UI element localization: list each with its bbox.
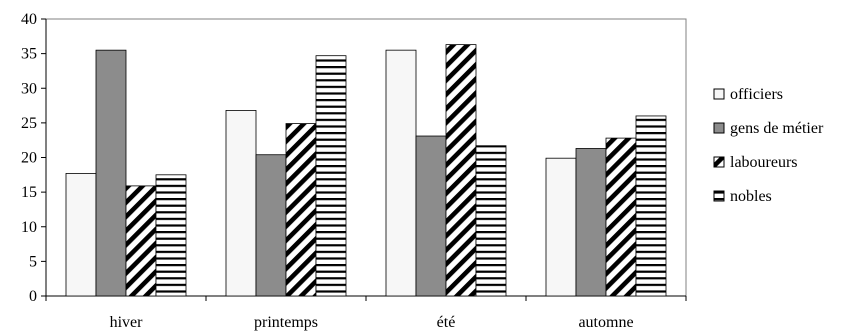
legend-swatch <box>713 122 725 134</box>
bar-automne-gens de métier <box>575 148 607 297</box>
bar-printemps-gens de métier <box>255 154 287 297</box>
bar-automne-nobles <box>635 115 667 297</box>
legend-swatch <box>713 190 725 202</box>
y-tick-label: 25 <box>21 115 37 132</box>
category-label: printemps <box>254 314 318 331</box>
category-label: hiver <box>110 314 144 331</box>
bar-été-nobles <box>475 145 507 297</box>
y-tick-label: 5 <box>29 253 37 270</box>
legend-label: nobles <box>730 188 772 205</box>
y-tick-label: 40 <box>21 11 37 28</box>
bar-hiver-nobles <box>155 174 187 297</box>
bar-été-officiers <box>385 49 417 297</box>
bar-printemps-laboureurs <box>285 123 317 297</box>
category-label: été <box>437 314 456 331</box>
bar-automne-laboureurs <box>605 137 637 297</box>
y-tick-label: 0 <box>29 288 37 305</box>
legend-label: laboureurs <box>730 154 798 171</box>
y-tick-label: 20 <box>21 150 37 167</box>
y-tick-label: 10 <box>21 219 37 236</box>
y-tick-label: 30 <box>21 80 37 97</box>
bars <box>65 44 667 297</box>
bar-hiver-officiers <box>65 173 97 297</box>
legend-swatch <box>713 156 725 168</box>
y-tick-label: 15 <box>21 184 37 201</box>
category-labels: hiver printemps été automne <box>110 314 634 331</box>
bar-hiver-laboureurs <box>125 185 157 297</box>
bar-été-laboureurs <box>445 44 477 297</box>
bar-printemps-officiers <box>225 110 257 297</box>
y-tick-labels: 0 5 10 15 20 25 30 35 40 <box>21 11 37 305</box>
bar-hiver-gens de métier <box>95 49 127 297</box>
y-tick-label: 35 <box>21 46 37 63</box>
legend-label: gens de métier <box>730 120 824 137</box>
legend-label: officiers <box>730 86 783 103</box>
bar-automne-officiers <box>545 157 577 297</box>
bar-printemps-nobles <box>315 55 347 297</box>
legend: officiers gens de métier laboureurs nobles <box>713 86 824 205</box>
bar-été-gens de métier <box>415 135 447 297</box>
legend-swatch <box>713 88 725 100</box>
category-label: automne <box>578 314 633 331</box>
